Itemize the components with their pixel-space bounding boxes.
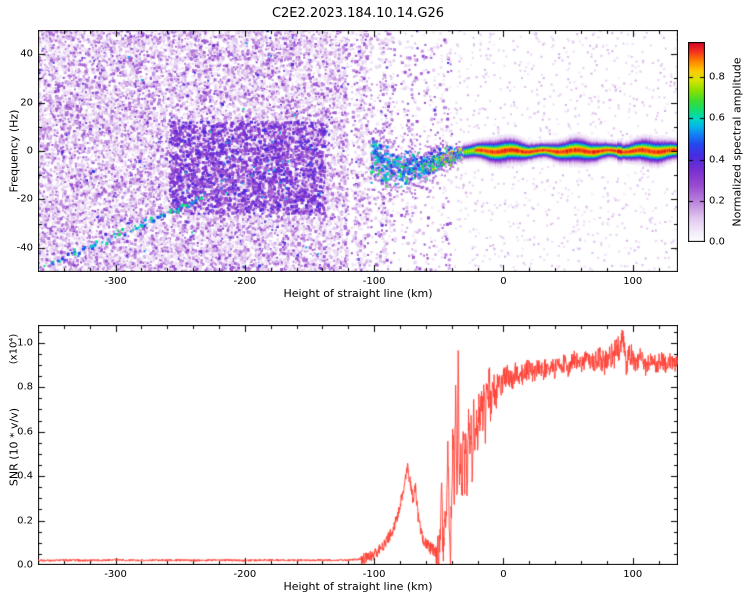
tick-label: -200 [233, 569, 257, 580]
tick-label: -100 [362, 569, 386, 580]
tick-label: 100 [623, 276, 643, 287]
colorbar [688, 42, 705, 242]
tick-label: -20 [16, 193, 33, 205]
tick-label: 20 [20, 97, 33, 109]
tick-label: -300 [104, 276, 127, 287]
tick-label: 100 [623, 569, 643, 580]
tick-label: 0 [26, 145, 33, 157]
snr-xaxis-label: Height of straight line (km) [283, 580, 433, 593]
snr-line-chart [38, 325, 678, 565]
colorbar-label: Normalized spectral amplitude [730, 57, 744, 227]
tick-label: 0 [500, 276, 507, 287]
tick-label: 0.0 [17, 559, 33, 571]
tick-label: -100 [362, 276, 386, 287]
spectrogram-xaxis-label: Height of straight line (km) [283, 287, 433, 300]
tick-label: 0.2 [17, 515, 33, 527]
tick-label: 1.0 [17, 337, 33, 349]
chart-title: C2E2.2023.184.10.14.G26 [271, 6, 445, 21]
tick-label: 0.0 [709, 236, 725, 248]
tick-label: 0.6 [709, 112, 725, 124]
tick-label: 0.8 [17, 381, 33, 393]
spectrogram-yaxis-label: Frequency (Hz) [7, 109, 21, 193]
tick-label: 0.6 [17, 426, 33, 438]
spectrogram-heatmap [38, 30, 678, 272]
tick-label: 0.4 [709, 154, 725, 166]
tick-label: -200 [233, 276, 257, 287]
tick-label: 0.4 [17, 470, 33, 482]
tick-label: 0.2 [709, 195, 725, 207]
tick-label: -300 [104, 569, 127, 580]
tick-label: 0.8 [709, 71, 725, 83]
tick-label: -40 [16, 242, 33, 254]
tick-label: 0 [500, 569, 507, 580]
tick-label: 40 [20, 48, 33, 60]
